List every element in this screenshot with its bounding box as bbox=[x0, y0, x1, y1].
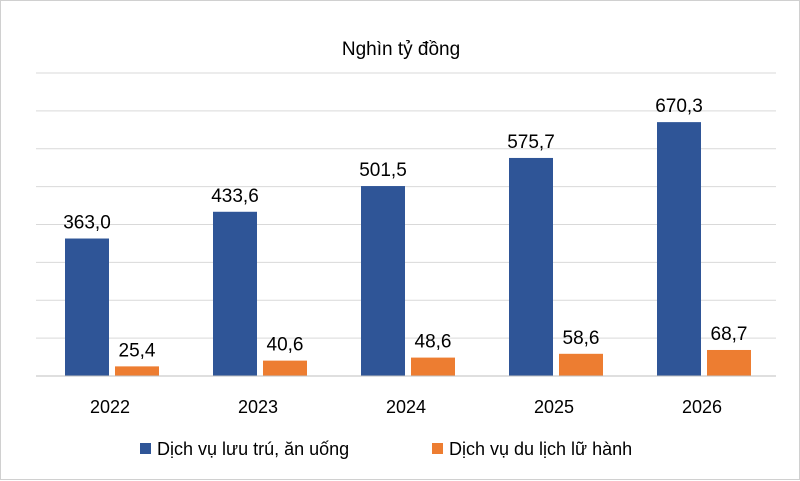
bar-luu-tru-an-uong bbox=[509, 157, 553, 376]
x-tick-label: 2025 bbox=[534, 397, 574, 417]
gridlines bbox=[36, 72, 776, 339]
data-label: 48,6 bbox=[415, 332, 452, 353]
data-label: 68,7 bbox=[711, 324, 748, 345]
bars-group bbox=[65, 122, 751, 377]
data-label: 670,3 bbox=[655, 96, 703, 117]
bar-luu-tru-an-uong bbox=[361, 186, 405, 376]
data-label: 40,6 bbox=[267, 335, 304, 356]
chart-title: Nghìn tỷ đồng bbox=[342, 39, 460, 60]
bar-luu-tru-an-uong bbox=[213, 211, 257, 376]
x-tick-label: 2024 bbox=[386, 397, 426, 417]
legend-label: Dịch vụ du lịch lữ hành bbox=[449, 439, 632, 459]
legend-swatch bbox=[140, 443, 151, 454]
x-tick-label: 2023 bbox=[238, 397, 278, 417]
bar-du-lich-lu-hanh bbox=[115, 366, 159, 376]
legend-swatch bbox=[432, 443, 443, 454]
x-tick-label: 2026 bbox=[682, 397, 722, 417]
legend-label: Dịch vụ lưu trú, ăn uống bbox=[157, 439, 349, 459]
bar-du-lich-lu-hanh bbox=[263, 360, 307, 376]
legend: Dịch vụ lưu trú, ăn uống Dịch vụ du lịch … bbox=[140, 439, 632, 459]
bar-luu-tru-an-uong bbox=[657, 122, 701, 377]
data-labels-group: 363,0 25,4 433,6 40,6 501,5 48,6 575,7 58,6 670,… bbox=[63, 96, 747, 361]
x-tick-label: 2022 bbox=[90, 397, 130, 417]
data-label: 25,4 bbox=[119, 340, 156, 361]
data-label: 363,0 bbox=[63, 213, 111, 234]
x-tick-labels: 2022 2023 2024 2025 2026 bbox=[90, 397, 722, 417]
bar-du-lich-lu-hanh bbox=[559, 353, 603, 376]
bar-du-lich-lu-hanh bbox=[411, 357, 455, 376]
bar-luu-tru-an-uong bbox=[65, 238, 109, 376]
data-label: 433,6 bbox=[211, 186, 259, 207]
data-label: 501,5 bbox=[359, 160, 407, 181]
bar-du-lich-lu-hanh bbox=[707, 349, 751, 376]
data-label: 58,6 bbox=[563, 328, 600, 349]
data-label: 575,7 bbox=[507, 132, 555, 153]
